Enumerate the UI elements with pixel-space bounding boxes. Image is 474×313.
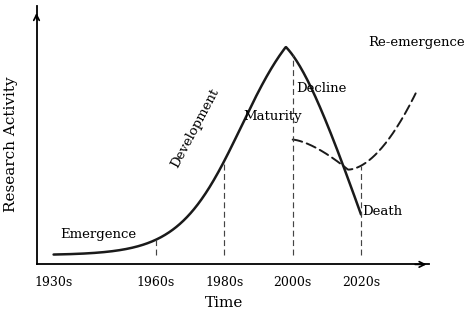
- Text: Re-emergence: Re-emergence: [368, 36, 465, 49]
- Text: Death: Death: [363, 205, 403, 218]
- Text: Research Activity: Research Activity: [4, 76, 18, 212]
- Text: 1980s: 1980s: [205, 276, 244, 289]
- Text: Decline: Decline: [296, 82, 346, 95]
- Text: Maturity: Maturity: [243, 110, 302, 123]
- Text: 2020s: 2020s: [342, 276, 380, 289]
- Text: 1930s: 1930s: [35, 276, 73, 289]
- Text: 1960s: 1960s: [137, 276, 175, 289]
- Text: 2000s: 2000s: [273, 276, 312, 289]
- Text: Emergence: Emergence: [60, 228, 137, 241]
- Text: Time: Time: [205, 295, 244, 310]
- Text: Development: Development: [169, 86, 222, 170]
